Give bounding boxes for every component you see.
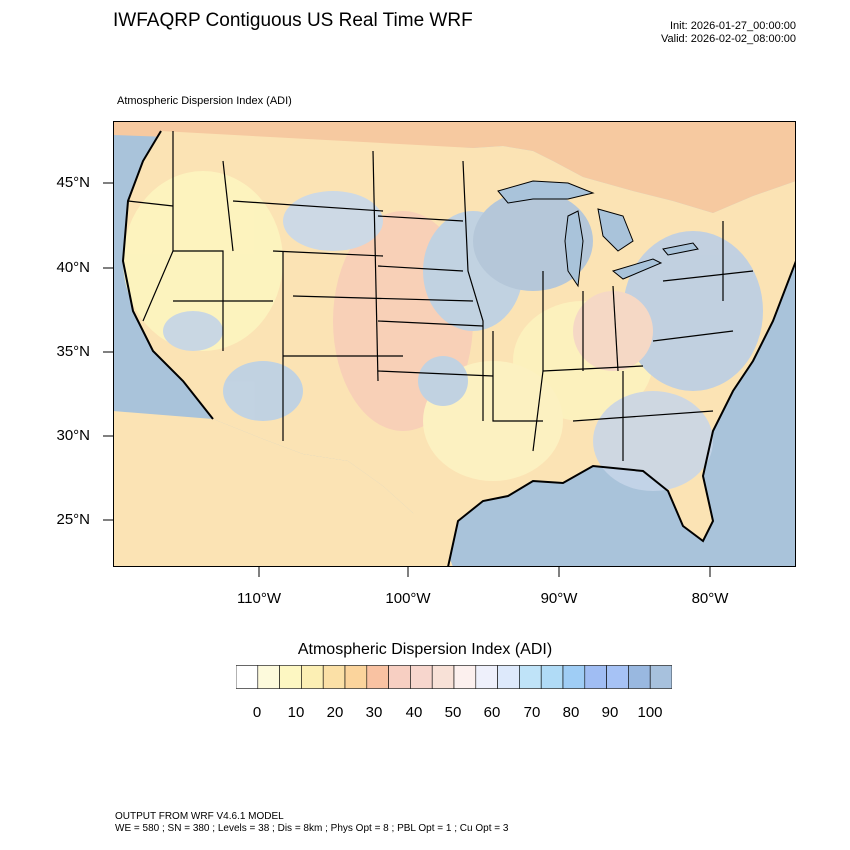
lat-label: 25°N (56, 511, 90, 528)
colorbar-swatch (649, 665, 672, 689)
colorbar-swatch (562, 665, 586, 689)
colorbar-swatch (453, 665, 477, 689)
colorbar-swatch (497, 665, 520, 689)
colorbar-label: 90 (601, 704, 619, 721)
colorbar-label: 10 (287, 704, 305, 721)
mexico-land (113, 411, 453, 567)
colorbar-label: 50 (444, 704, 462, 721)
colorbar-swatch (606, 665, 629, 689)
colorbar-swatch (279, 665, 302, 689)
colorbar-swatch (366, 665, 389, 689)
colorbar-swatch (584, 665, 607, 689)
boundary-line (173, 250, 224, 351)
boundary-line (612, 285, 619, 372)
boundary-line (462, 160, 484, 421)
coast-line (447, 260, 796, 567)
map-panel (113, 121, 796, 567)
lon-label: 110°W (236, 590, 282, 607)
footer-line-1: OUTPUT FROM WRF V4.6.1 MODEL (115, 811, 284, 822)
init-time: Init: 2026-01-27_00:00:00 (670, 20, 796, 32)
lon-label: 90°W (540, 590, 578, 607)
lake-michigan (564, 210, 584, 288)
colorbar-swatch (628, 665, 651, 689)
lat-label: 45°N (56, 174, 90, 191)
footer-line-2: WE = 580 ; SN = 380 ; Levels = 38 ; Dis … (115, 823, 509, 834)
colorbar-swatch (344, 665, 368, 689)
field-label: Atmospheric Dispersion Index (ADI) (117, 95, 292, 107)
boundary-line (232, 200, 384, 212)
boundary-line (377, 370, 494, 377)
lon-label: 80°W (691, 590, 729, 607)
coastline (121, 130, 796, 567)
colorbar-swatch (301, 665, 324, 689)
adi-patch (418, 356, 468, 406)
canada-land (113, 121, 796, 213)
plot-title: IWFAQRP Contiguous US Real Time WRF (113, 10, 473, 31)
colorbar-swatch (475, 665, 498, 689)
lat-label: 40°N (56, 259, 90, 276)
colorbar-swatch (322, 665, 346, 689)
boundary-line (542, 365, 644, 372)
boundary-line (377, 215, 464, 222)
colorbar-swatch (540, 665, 564, 689)
colorbar-label: 60 (483, 704, 501, 721)
boundary-line (652, 330, 734, 342)
lake-superior (497, 180, 595, 204)
lake-huron (597, 208, 634, 252)
adi-patch (623, 231, 763, 391)
colorbar-label: 0 (252, 704, 262, 721)
adi-patch (163, 311, 223, 351)
map-frame (113, 121, 796, 567)
colorbar-title: Atmospheric Dispersion Index (ADI) (297, 641, 553, 658)
lake-ontario (662, 242, 699, 256)
lat-label: 30°N (56, 427, 90, 444)
boundary-line (492, 331, 543, 422)
boundary-line (377, 320, 484, 327)
colorbar-label: 70 (523, 704, 541, 721)
great-lakes (497, 180, 699, 288)
adi-patch (473, 191, 593, 291)
colorbar-swatch (257, 665, 280, 689)
boundary-line (127, 200, 174, 207)
colorbar-swatch (410, 665, 433, 689)
colorbar-swatch (519, 665, 542, 689)
state-boundaries (127, 131, 754, 461)
lat-label: 35°N (56, 343, 90, 360)
valid-time: Valid: 2026-02-02_08:00:00 (661, 33, 796, 45)
boundary-line (272, 250, 384, 257)
colorbar (236, 665, 672, 689)
lake-erie (611, 258, 663, 280)
colorbar-swatch (236, 665, 259, 689)
colorbar-label: 40 (405, 704, 423, 721)
coast-line (121, 130, 214, 420)
colorbar-label: 20 (326, 704, 344, 721)
lon-label: 100°W (385, 590, 431, 607)
boundary-line (572, 410, 714, 422)
colorbar-swatch (388, 665, 411, 689)
colorbar-label: 30 (365, 704, 383, 721)
colorbar-label: 80 (562, 704, 580, 721)
adi-patch (573, 291, 653, 371)
colorbar-label: 100 (637, 704, 663, 721)
boundary-line (377, 265, 464, 272)
boundary-line (292, 295, 474, 302)
colorbar-swatch (431, 665, 455, 689)
boundary-line (222, 160, 234, 252)
adi-patch (123, 171, 283, 351)
boundary-line (662, 270, 754, 282)
boundary-line (372, 150, 379, 382)
